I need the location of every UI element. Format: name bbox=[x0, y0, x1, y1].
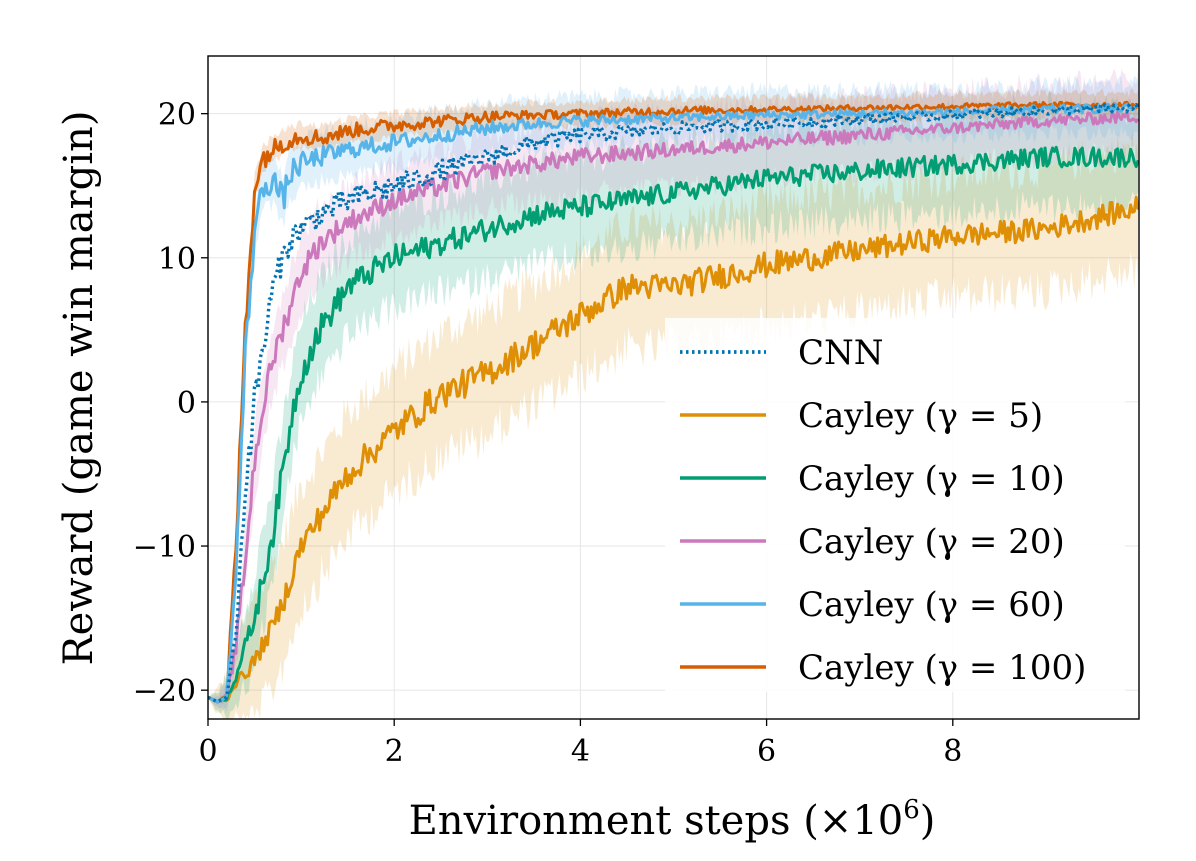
legend-label: Cayley (γ = 20) bbox=[798, 522, 1065, 562]
plot-frame bbox=[207, 55, 1140, 720]
series-line bbox=[207, 100, 1140, 704]
series-line bbox=[207, 145, 1140, 704]
axis-ticks: 0 2 4 6 8 −20 −10 0 10 20 bbox=[133, 98, 963, 769]
x-tick-label: 2 bbox=[385, 734, 404, 769]
legend-label: Cayley (γ = 60) bbox=[798, 585, 1065, 625]
legend-label: Cayley (γ = 100) bbox=[798, 648, 1086, 688]
variance-band bbox=[208, 68, 1139, 714]
legend-label: CNN bbox=[798, 333, 884, 373]
series-lines bbox=[207, 100, 1140, 704]
legend-label: Cayley (γ = 5) bbox=[798, 396, 1043, 436]
y-tick-label: 20 bbox=[158, 98, 196, 133]
legend: CNN Cayley (γ = 5) Cayley (γ = 10) Cayley (… bbox=[665, 318, 1125, 692]
x-tick-label: 6 bbox=[757, 734, 776, 769]
series-line bbox=[207, 195, 1140, 704]
legend-box bbox=[665, 318, 1125, 692]
legend-label: Cayley (γ = 10) bbox=[798, 459, 1065, 499]
y-axis-label: Reward (game win margin) bbox=[56, 111, 102, 666]
x-axis-label-exponent: 6 bbox=[903, 795, 920, 825]
variance-band bbox=[208, 129, 1139, 720]
x-axis-label: Environment steps (×106) bbox=[409, 795, 936, 844]
x-axis-label-close: ) bbox=[920, 798, 936, 844]
y-tick-label: 0 bbox=[177, 386, 196, 421]
series-line bbox=[207, 110, 1140, 704]
series-line bbox=[207, 103, 1140, 704]
x-tick-label: 0 bbox=[198, 734, 217, 769]
variance-band bbox=[208, 88, 1139, 705]
x-tick-label: 4 bbox=[571, 734, 590, 769]
y-tick-label: 10 bbox=[158, 242, 196, 277]
y-tick-label: −10 bbox=[133, 530, 196, 565]
y-tick-label: −20 bbox=[133, 674, 196, 709]
x-tick-label: 8 bbox=[943, 734, 962, 769]
